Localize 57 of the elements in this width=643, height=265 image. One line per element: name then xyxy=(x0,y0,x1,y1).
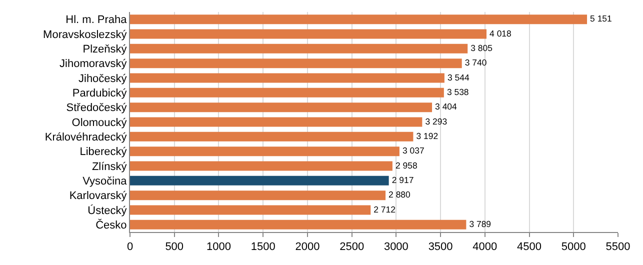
data-label: 2 958 xyxy=(395,160,418,170)
data-label: 4 018 xyxy=(490,28,512,38)
x-tick-label: 500 xyxy=(165,241,184,254)
data-label: 2 880 xyxy=(388,190,411,200)
y-tick-label: Vysočina xyxy=(82,176,128,188)
bar xyxy=(130,190,386,200)
y-tick-label: Hl. m. Praha xyxy=(66,14,128,26)
bar xyxy=(130,146,400,156)
x-tick-label: 3000 xyxy=(384,241,408,254)
y-tick-label: Česko xyxy=(96,218,127,232)
bar xyxy=(130,88,444,98)
y-tick-label: Moravskoslezský xyxy=(43,28,128,41)
y-tick-label: Jihomoravský xyxy=(60,58,128,70)
y-tick-label: Liberecký xyxy=(80,146,128,158)
data-label: 3 805 xyxy=(470,43,493,54)
bar xyxy=(130,29,487,39)
y-tick-label: Jihočeský xyxy=(78,72,128,85)
data-label: 3 538 xyxy=(446,87,469,98)
x-tick-label: 2000 xyxy=(295,241,320,254)
bar xyxy=(130,132,414,142)
bar xyxy=(130,220,466,230)
bar xyxy=(130,117,422,127)
bar xyxy=(130,58,462,68)
bar xyxy=(130,176,389,186)
data-label: 2 917 xyxy=(392,175,414,186)
x-tick-label: 4500 xyxy=(517,241,542,254)
data-label: 3 789 xyxy=(469,219,492,230)
data-label: 3 740 xyxy=(464,58,487,68)
y-tick-label: Královéhradecký xyxy=(44,132,128,144)
x-tick-label: 4000 xyxy=(472,241,498,254)
y-tick-label: Zlínský xyxy=(92,160,128,173)
bar xyxy=(130,102,432,112)
y-tick-label: Karlovarský xyxy=(69,190,128,202)
data-label: 3 037 xyxy=(402,146,424,156)
y-tick-label: Olomoucký xyxy=(72,116,128,129)
x-tick-label: 1500 xyxy=(250,241,276,254)
y-tick-label: Plzeňský xyxy=(82,44,128,56)
data-label: 3 544 xyxy=(447,72,470,82)
bar xyxy=(130,73,444,83)
data-label: 5 151 xyxy=(590,14,612,24)
bar xyxy=(130,14,588,24)
x-tick-label: 1000 xyxy=(206,241,231,254)
data-label: 2 712 xyxy=(374,204,396,214)
data-label: 3 293 xyxy=(425,116,448,126)
bar xyxy=(130,44,468,54)
y-tick-label: Ústecký xyxy=(88,204,128,217)
y-tick-label: Pardubický xyxy=(72,88,128,100)
bar xyxy=(130,161,392,171)
x-tick-label: 5500 xyxy=(606,241,630,254)
x-tick-label: 2500 xyxy=(340,241,364,254)
bar xyxy=(130,205,371,215)
x-tick-label: 3500 xyxy=(428,241,453,254)
data-label: 3 404 xyxy=(435,102,458,112)
y-tick-label: Středočeský xyxy=(66,102,128,114)
data-label: 3 192 xyxy=(416,131,438,142)
x-tick-label: 0 xyxy=(126,241,134,254)
x-tick-label: 5000 xyxy=(561,241,586,254)
